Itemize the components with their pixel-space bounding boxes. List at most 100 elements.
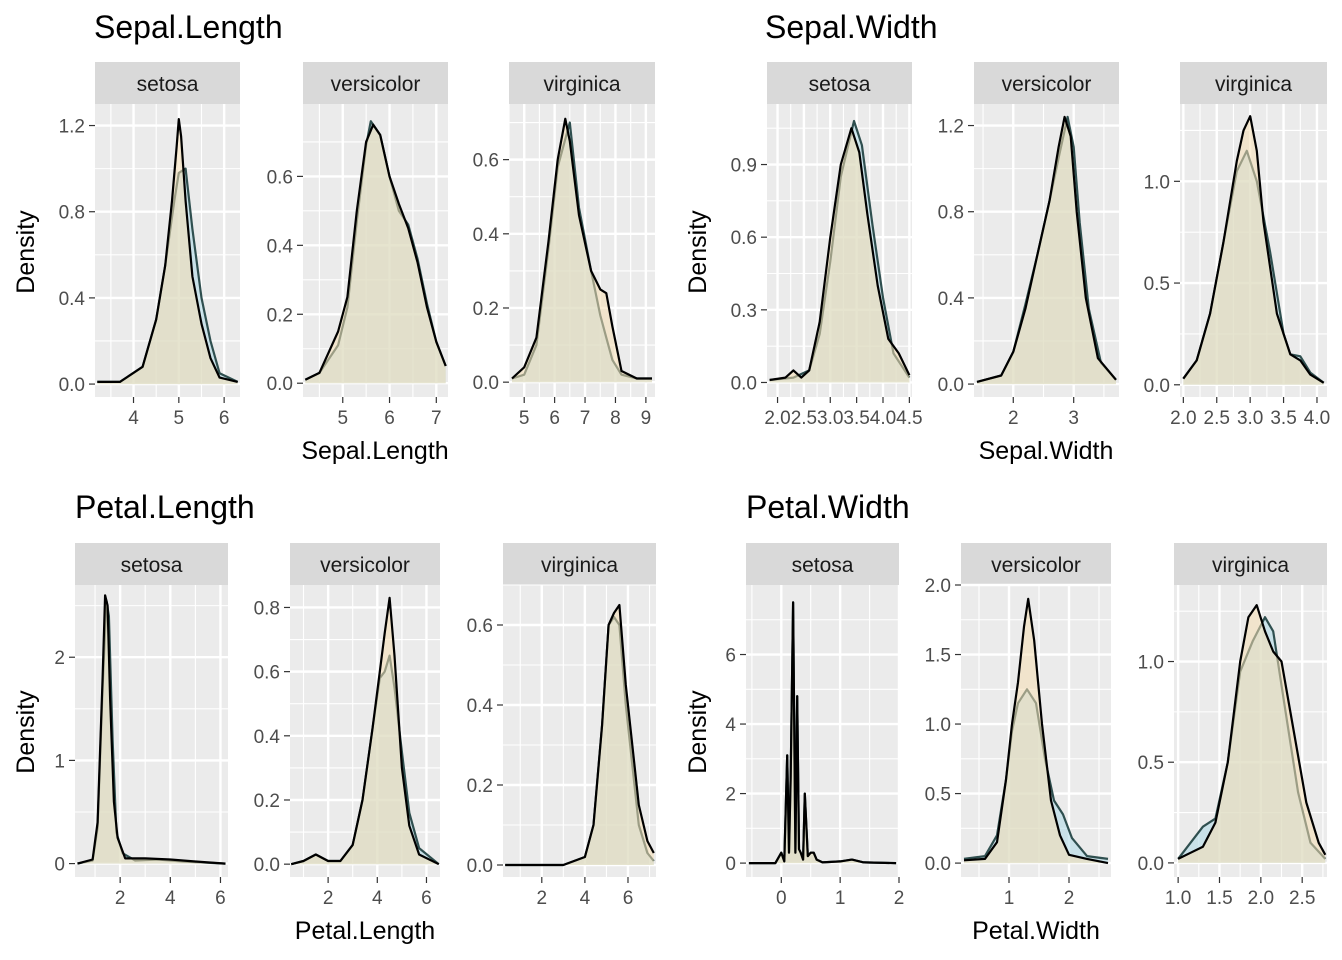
density-layer [304, 120, 447, 384]
x-tick-label: 1.5 [1206, 888, 1232, 909]
strip-label: setosa [809, 73, 871, 96]
x-axis-label: Sepal.Width [979, 437, 1114, 465]
y-tick-label: 0.8 [254, 598, 280, 619]
strip-label: versicolor [331, 73, 421, 96]
y-tick-label: 1.0 [925, 715, 951, 736]
strip-background [95, 62, 240, 104]
density-layer [290, 596, 440, 866]
y-tick-label: 0.5 [925, 785, 951, 806]
panel-virginica: virginica 5 6 7 8 9 0.0 0.2 0.4 0.6 [473, 62, 655, 429]
y-tick-label: 1.2 [938, 117, 964, 138]
strip-background [290, 543, 440, 585]
x-tick-label: 1 [1004, 888, 1015, 909]
panel-versicolor: versicolor 2 4 6 0.0 0.2 0.4 0.6 0.8 [254, 543, 440, 909]
panel-virginica: virginica 2.0 2.5 3.0 3.5 4.0 0.0 0.5 1.0 [1144, 62, 1330, 429]
y-tick-label: 0.6 [267, 167, 293, 188]
density-area-series-1 [1183, 116, 1324, 385]
y-tick-label: 0.4 [467, 696, 494, 717]
x-tick-label: 1.0 [1165, 888, 1191, 909]
x-tick-label: 5 [337, 408, 348, 429]
y-tick-label: 0.2 [467, 776, 493, 797]
x-tick-label: 2.0 [764, 408, 790, 429]
density-layer [505, 603, 655, 867]
x-tick-label: 8 [610, 408, 621, 429]
density-line-series-1 [1177, 604, 1327, 860]
x-tick-label: 1 [835, 888, 846, 909]
y-tick-label: 0.9 [731, 156, 757, 177]
x-tick-label: 4.0 [1304, 408, 1330, 429]
panel-setosa: setosa 4 5 6 0.0 0.4 0.8 1.2 [59, 62, 240, 429]
y-tick-label: 2.0 [925, 576, 951, 597]
strip-label: setosa [792, 554, 854, 577]
density-layer [748, 601, 897, 865]
x-tick-label: 3.5 [1270, 408, 1296, 429]
x-tick-label: 2 [1008, 408, 1019, 429]
y-tick-label: 0.4 [938, 289, 965, 310]
panel-virginica: virginica 2 4 6 0.0 0.2 0.4 0.6 [467, 543, 656, 909]
density-line-series-1 [511, 117, 652, 380]
x-axis-label: Petal.Width [972, 917, 1100, 945]
y-tick-label: 0.6 [473, 151, 499, 172]
density-area-series-1 [77, 595, 226, 864]
y-tick-label: 0.0 [254, 855, 280, 876]
density-line-series-1 [1182, 115, 1325, 384]
panel-virginica: virginica 1.0 1.5 2.0 2.5 0.0 0.5 1.0 [1138, 543, 1327, 909]
y-tick-label: 2 [725, 785, 736, 806]
y-tick-label: 0.0 [59, 375, 85, 396]
density-layer [97, 118, 239, 385]
x-tick-label: 5 [174, 408, 185, 429]
density-line-series-1 [304, 123, 447, 381]
x-tick-label: 4 [580, 888, 591, 909]
x-tick-label: 2 [894, 888, 905, 909]
chart-title: Petal.Width [746, 489, 910, 525]
y-tick-label: 0.3 [731, 301, 757, 322]
density-layer [1177, 604, 1327, 863]
density-area-series-1 [769, 128, 910, 383]
panel-versicolor: versicolor 1 2 0.0 0.5 1.0 1.5 2.0 [925, 543, 1111, 909]
x-tick-label: 3.0 [817, 408, 843, 429]
strip-background [75, 543, 228, 585]
strip-background [746, 543, 899, 585]
strip-background [1174, 543, 1327, 585]
density-layer [963, 597, 1109, 865]
x-tick-label: 6 [219, 408, 230, 429]
panel-setosa: setosa 0 1 2 0 2 4 6 [725, 543, 904, 909]
strip-background [961, 543, 1111, 585]
y-tick-label: 0.6 [467, 616, 493, 637]
strip-label: virginica [541, 554, 618, 577]
strip-background [303, 62, 448, 104]
strip-background [974, 62, 1119, 104]
y-axis-label: Density [684, 210, 712, 294]
x-tick-label: 2 [1064, 888, 1075, 909]
facet-group-sepal-width: Sepal.Width Density Sepal.Width setosa 2.0 2.… [684, 9, 1330, 465]
density-layer [77, 594, 226, 865]
x-tick-label: 6 [623, 888, 634, 909]
y-tick-label: 0.0 [925, 854, 951, 875]
density-area-series-1 [505, 605, 654, 865]
x-tick-label: 4.0 [870, 408, 896, 429]
y-tick-label: 4 [725, 715, 736, 736]
density-area-series-1 [964, 598, 1108, 864]
density-layer [976, 115, 1117, 385]
y-tick-label: 0.0 [473, 373, 499, 394]
panel-setosa: setosa 2 4 6 0 1 2 [54, 543, 228, 909]
x-tick-label: 0 [776, 888, 787, 909]
x-tick-label: 3.5 [843, 408, 869, 429]
chart-title: Sepal.Width [765, 9, 938, 45]
strip-label: virginica [543, 73, 620, 96]
y-axis-label: Density [12, 690, 40, 774]
x-axis-label: Petal.Length [295, 917, 435, 945]
y-tick-label: 0.0 [731, 373, 757, 394]
density-line-series-1 [97, 118, 238, 383]
density-line-series-1 [963, 597, 1109, 865]
y-axis-label: Density [12, 210, 40, 294]
y-tick-label: 1 [54, 751, 65, 772]
x-tick-label: 2.0 [1170, 408, 1196, 429]
facet-group-petal-length: Petal.Length Density Petal.Length setosa 2 4 6… [12, 489, 656, 945]
density-area-series-1 [305, 124, 446, 384]
strip-background [1180, 62, 1327, 104]
y-tick-label: 0 [725, 854, 736, 875]
x-tick-label: 4 [128, 408, 139, 429]
x-tick-label: 6 [549, 408, 560, 429]
